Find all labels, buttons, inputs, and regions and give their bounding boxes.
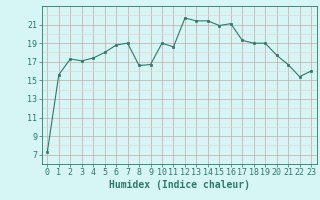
X-axis label: Humidex (Indice chaleur): Humidex (Indice chaleur) <box>109 180 250 190</box>
